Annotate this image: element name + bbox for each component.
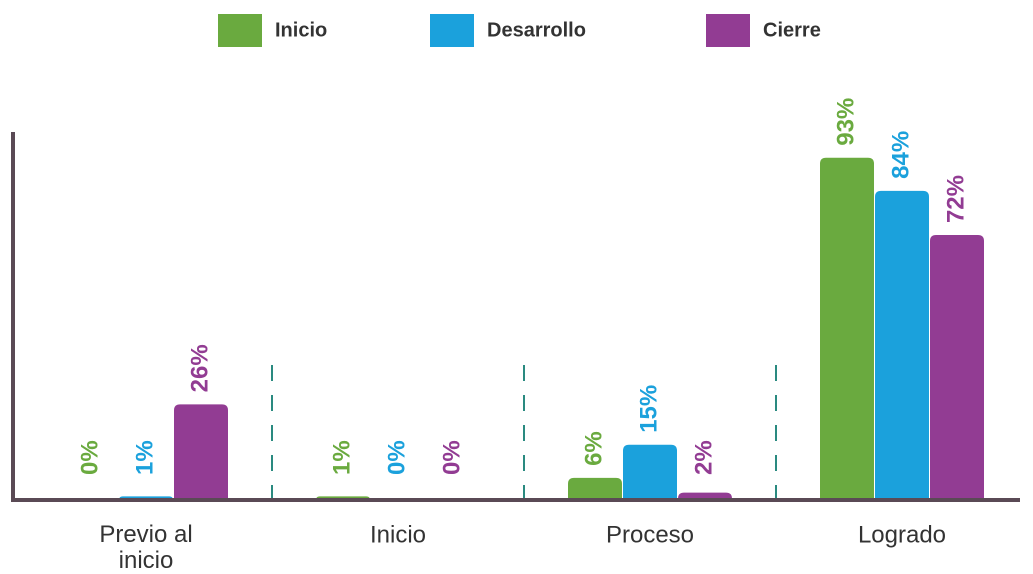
bar (930, 235, 984, 501)
value-label: 84% (887, 131, 914, 179)
value-label: 1% (131, 440, 158, 475)
bar (875, 190, 929, 500)
bar (820, 157, 874, 500)
legend-label: Inicio (275, 19, 327, 41)
x-tick-label: Inicio (370, 521, 426, 548)
value-label: 0% (76, 440, 103, 475)
legend-swatch (706, 14, 750, 47)
value-label: 0% (383, 440, 410, 475)
value-label: 72% (942, 175, 969, 223)
bar (568, 477, 622, 500)
value-label: 6% (580, 431, 607, 466)
legend-label: Desarrollo (487, 19, 586, 41)
bar (174, 404, 228, 500)
x-tick-label: Logrado (858, 521, 946, 548)
value-label: 2% (690, 440, 717, 475)
value-label: 26% (186, 344, 213, 392)
legend-swatch (218, 14, 262, 47)
bar (623, 444, 677, 500)
value-label: 0% (438, 440, 465, 475)
x-tick-label: Previo al inicio (99, 521, 192, 574)
value-label: 93% (832, 98, 859, 146)
legend-swatch (430, 14, 474, 47)
value-label: 15% (635, 385, 662, 433)
value-label: 1% (328, 440, 355, 475)
x-tick-label: Proceso (606, 521, 694, 548)
legend-label: Cierre (763, 19, 821, 41)
